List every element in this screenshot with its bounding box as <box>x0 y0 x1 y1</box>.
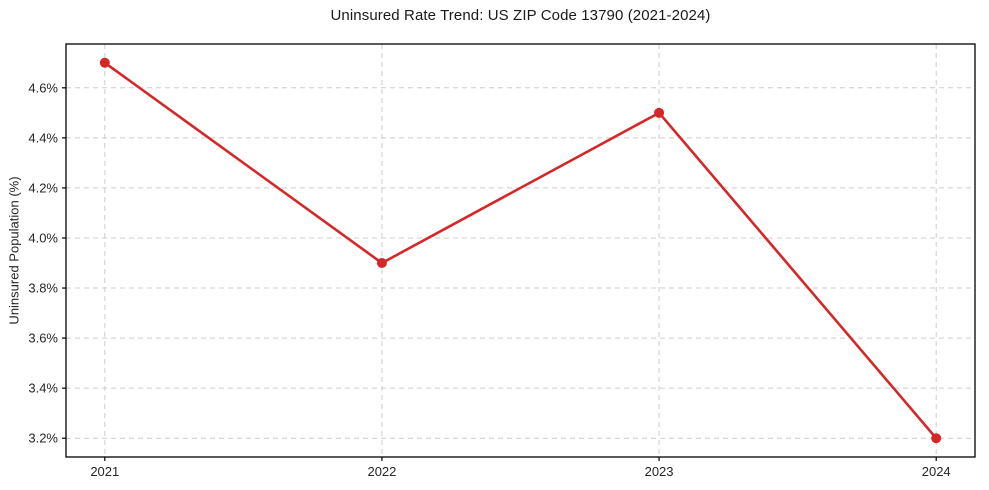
data-point-marker <box>376 258 387 269</box>
data-point-marker <box>654 107 665 118</box>
y-tick-label: 3.4% <box>28 381 58 396</box>
x-tick-label: 2021 <box>90 464 119 479</box>
data-point-marker <box>931 433 942 444</box>
trend-line <box>103 61 938 440</box>
x-tick-label: 2022 <box>367 464 396 479</box>
data-point-marker <box>99 57 110 68</box>
y-tick-label: 3.2% <box>28 431 58 446</box>
x-tick-label: 2024 <box>922 464 951 479</box>
x-tick-label: 2023 <box>645 464 674 479</box>
chart-title: Uninsured Rate Trend: US ZIP Code 13790 … <box>330 7 711 24</box>
y-tick-label: 4.0% <box>28 230 58 245</box>
plot-border <box>65 43 976 458</box>
y-tick-label: 3.8% <box>28 281 58 296</box>
y-tick-label: 4.2% <box>28 180 58 195</box>
y-tick-label: 4.4% <box>28 130 58 145</box>
y-tick-label: 3.6% <box>28 331 58 346</box>
y-tick-label: 4.6% <box>28 80 58 95</box>
